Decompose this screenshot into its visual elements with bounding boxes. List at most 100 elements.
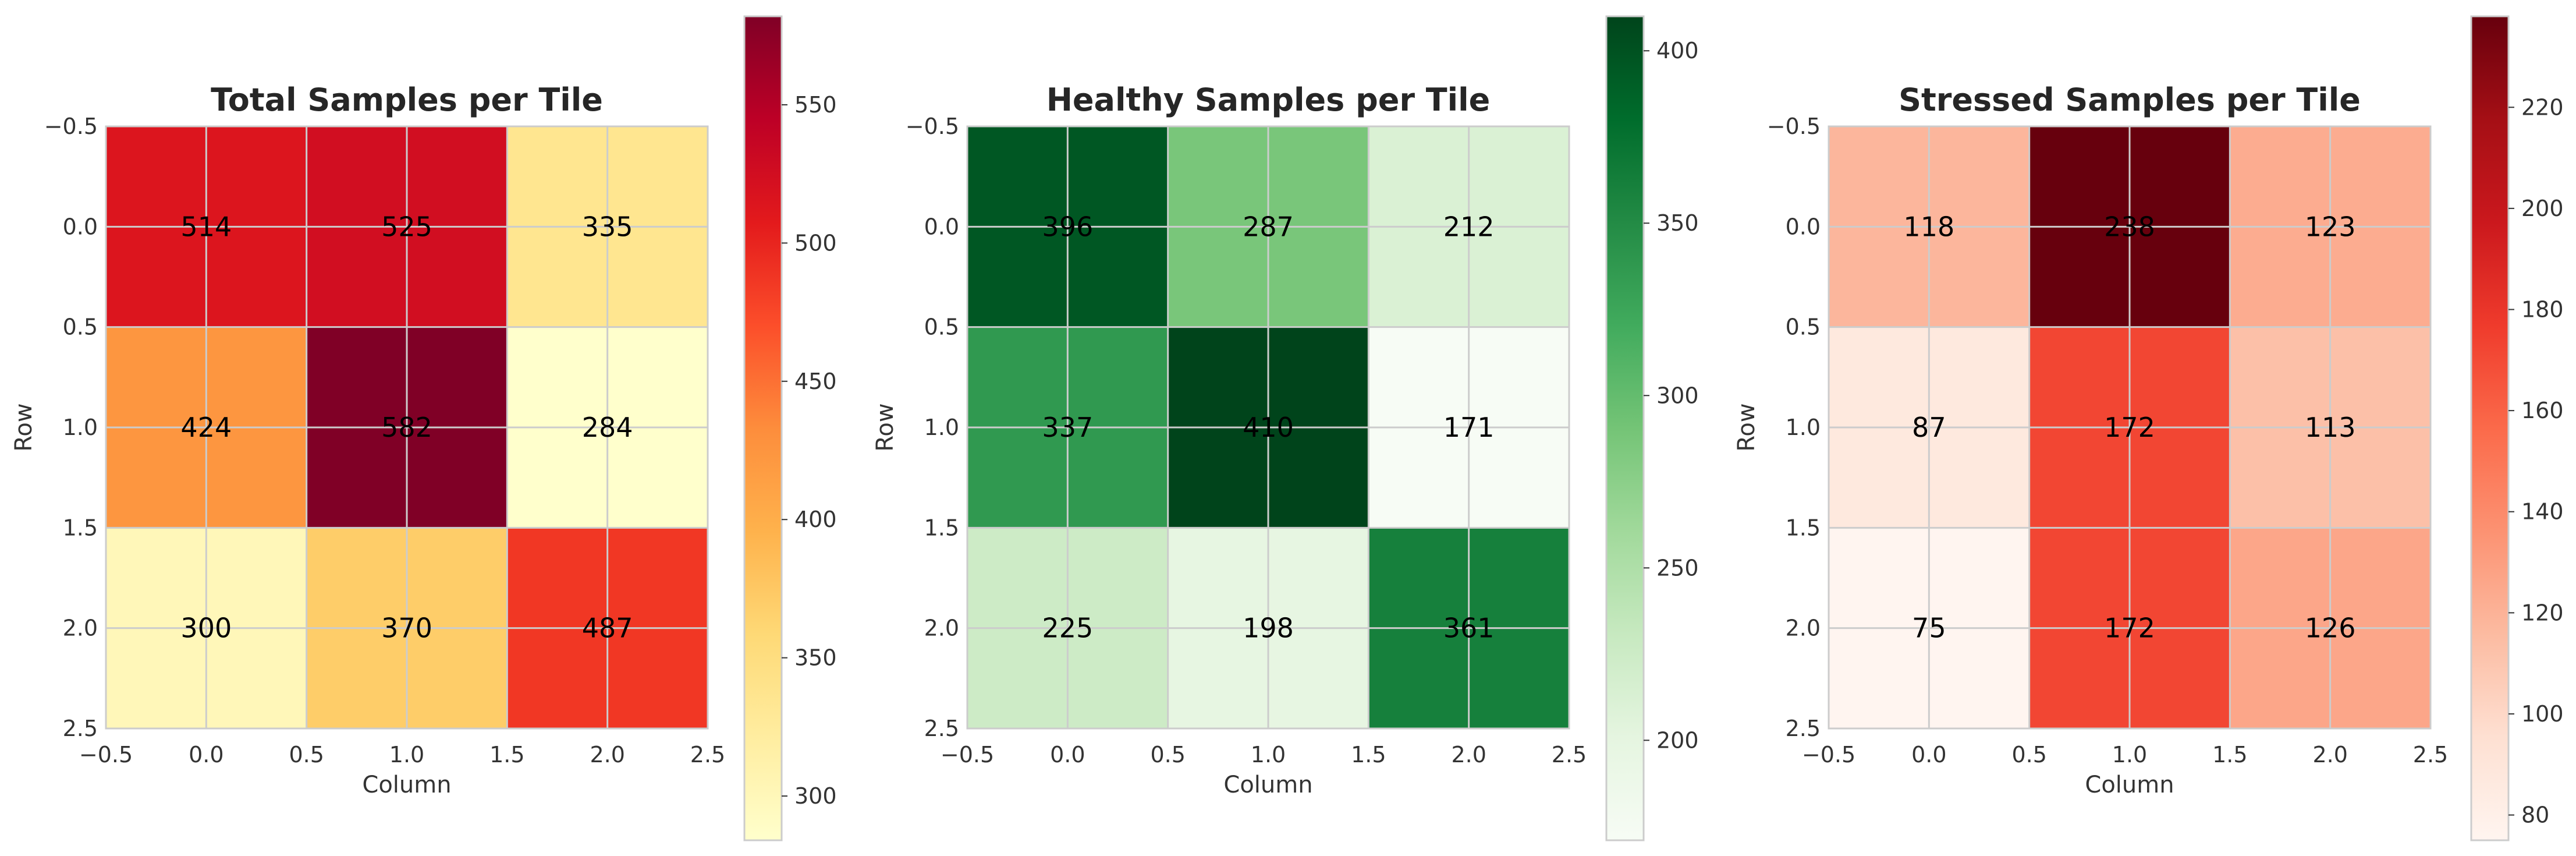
y-tick-label: 0.5 — [924, 314, 959, 340]
axes-frame — [1828, 125, 2432, 730]
y-tick-label: 1.5 — [63, 515, 98, 540]
x-tick-label: 2.5 — [2413, 742, 2448, 767]
x-tick-label: 1.5 — [489, 742, 524, 767]
axes-frame — [105, 125, 709, 730]
cell-value-label: 287 — [1243, 211, 1294, 242]
y-axis-label: Row — [10, 403, 37, 451]
y-tick-label: 2.5 — [63, 716, 98, 741]
x-axis-label: Column — [2085, 772, 2174, 798]
x-tick-label: 2.0 — [2312, 742, 2347, 767]
cell-value-label: 370 — [381, 613, 432, 644]
cell-value-label: 487 — [582, 613, 633, 644]
y-tick-label: −0.5 — [44, 114, 98, 139]
cell-value-label: 525 — [381, 211, 432, 242]
y-tick-label: −0.5 — [906, 114, 959, 139]
cell-value-label: 212 — [1443, 211, 1495, 242]
colorbar-tick-label: 140 — [2521, 499, 2564, 525]
colorbar-tick-label: 400 — [794, 507, 837, 532]
cell-value-label: 87 — [1912, 412, 1946, 443]
chart-title: Total Samples per Tile — [211, 82, 603, 118]
y-tick-label: −0.5 — [1767, 114, 1821, 139]
colorbar-tick-label: 350 — [794, 645, 837, 671]
y-axis-label: Row — [872, 403, 899, 451]
colorbar-tick-label: 300 — [794, 783, 837, 809]
cell-value-label: 337 — [1042, 412, 1093, 443]
heatmap-panel-3: 118 238 123 87 172 113 75 172 126 Stressed Sample… — [1733, 15, 2564, 841]
cell-value-label: 300 — [180, 613, 232, 644]
cell-value-label: 171 — [1443, 412, 1495, 443]
y-tick-label: 1.0 — [63, 415, 98, 440]
cell-value-label: 582 — [381, 412, 432, 443]
colorbar-tick-label: 160 — [2521, 398, 2564, 423]
x-tick-label: −0.5 — [1802, 742, 1855, 767]
x-tick-label: 2.5 — [1552, 742, 1587, 767]
y-tick-label: 2.0 — [1786, 616, 1821, 641]
y-tick-label: 1.5 — [1786, 515, 1821, 540]
colorbar-tick-label: 200 — [1656, 727, 1699, 753]
cell-value-label: 113 — [2305, 412, 2356, 443]
cell-value-label: 514 — [180, 211, 232, 242]
heatmap-panel-1: 514 525 335 424 582 284 300 370 487 Total Samples… — [10, 15, 837, 841]
colorbar-tick-label: 450 — [794, 369, 837, 394]
y-tick-label: 0.0 — [63, 214, 98, 239]
cell-value-label: 335 — [582, 211, 633, 242]
colorbar-tick-label: 180 — [2521, 296, 2564, 322]
colorbar — [743, 15, 783, 841]
x-tick-label: 1.5 — [2212, 742, 2247, 767]
y-axis-label: Row — [1733, 403, 1760, 451]
y-tick-label: 0.0 — [924, 214, 959, 239]
x-tick-label: 1.5 — [1351, 742, 1386, 767]
x-tick-label: 2.0 — [590, 742, 625, 767]
heatmap-panel-2: 396 287 212 337 410 171 225 198 361 Healthy Sampl… — [872, 15, 1699, 841]
cell-value-label: 225 — [1042, 613, 1093, 644]
cell-value-label: 198 — [1243, 613, 1294, 644]
cell-value-label: 238 — [2104, 211, 2155, 242]
cell-value-label: 126 — [2305, 613, 2356, 644]
y-tick-label: 0.0 — [1786, 214, 1821, 239]
x-axis-label: Column — [362, 772, 451, 798]
y-tick-label: 2.5 — [1786, 716, 1821, 741]
colorbar-tick-label: 80 — [2521, 802, 2549, 828]
cell-value-label: 396 — [1042, 211, 1093, 242]
colorbar-tick-label: 550 — [794, 92, 837, 118]
cell-value-label: 75 — [1912, 613, 1946, 644]
colorbar-tick-label: 220 — [2521, 94, 2564, 120]
y-tick-label: 1.5 — [924, 515, 959, 540]
x-tick-label: 0.5 — [1150, 742, 1185, 767]
axes-frame — [966, 125, 1570, 730]
colorbar-tick-label: 120 — [2521, 600, 2564, 625]
colorbar-tick-label: 200 — [2521, 196, 2564, 221]
y-tick-label: 0.5 — [63, 314, 98, 340]
y-tick-label: 0.5 — [1786, 314, 1821, 340]
colorbar — [2470, 15, 2510, 841]
cell-value-label: 172 — [2104, 613, 2155, 644]
x-tick-label: 1.0 — [1251, 742, 1286, 767]
x-tick-label: 0.0 — [1050, 742, 1085, 767]
x-tick-label: −0.5 — [941, 742, 994, 767]
x-tick-label: 1.0 — [389, 742, 424, 767]
colorbar-tick-label: 400 — [1656, 38, 1699, 63]
x-tick-label: 2.0 — [1451, 742, 1486, 767]
x-tick-label: 2.5 — [690, 742, 725, 767]
y-tick-label: 1.0 — [1786, 415, 1821, 440]
colorbar — [1605, 15, 1645, 841]
cell-value-label: 123 — [2305, 211, 2356, 242]
x-tick-label: 0.5 — [289, 742, 324, 767]
y-tick-label: 1.0 — [924, 415, 959, 440]
x-tick-label: −0.5 — [79, 742, 133, 767]
colorbar-tick-label: 300 — [1656, 383, 1699, 408]
cell-value-label: 172 — [2104, 412, 2155, 443]
colorbar-tick-label: 250 — [1656, 555, 1699, 581]
chart-title: Healthy Samples per Tile — [1046, 82, 1491, 118]
x-tick-label: 0.0 — [189, 742, 223, 767]
cell-value-label: 284 — [582, 412, 633, 443]
cell-value-label: 424 — [180, 412, 232, 443]
cell-value-label: 361 — [1443, 613, 1495, 644]
y-tick-label: 2.0 — [63, 616, 98, 641]
x-tick-label: 0.0 — [1911, 742, 1946, 767]
colorbar-tick-label: 500 — [794, 230, 837, 256]
colorbar-tick-label: 350 — [1656, 210, 1699, 236]
colorbar-tick-label: 100 — [2521, 701, 2564, 727]
chart-title: Stressed Samples per Tile — [1899, 82, 2361, 118]
